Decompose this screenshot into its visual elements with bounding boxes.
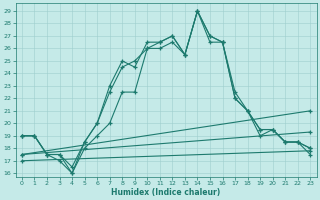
X-axis label: Humidex (Indice chaleur): Humidex (Indice chaleur)	[111, 188, 221, 197]
